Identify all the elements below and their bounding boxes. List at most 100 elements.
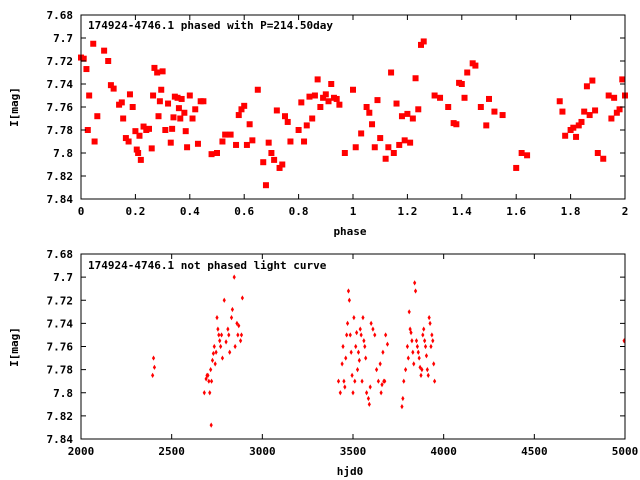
phased-data-point <box>611 94 618 101</box>
raw-data-point <box>345 320 350 326</box>
phased-data-point <box>279 161 286 168</box>
phased-data-point <box>167 139 174 146</box>
phased-y-tick-label: 7.7 <box>53 32 73 45</box>
phased-x-tick-label: 1.8 <box>561 205 581 218</box>
raw-data-point <box>206 372 210 379</box>
phased-data-point <box>513 164 520 171</box>
raw-data-point <box>378 361 382 367</box>
raw-data-point <box>345 332 349 338</box>
phased-data-point <box>388 69 395 76</box>
raw-data-point <box>425 367 429 373</box>
phased-panel: 0 0.2 0.4 0.6 0.8 1 1.2 1.4 1.6 1.8 2 7.687.77.727… <box>8 9 628 238</box>
phased-data-point <box>175 105 182 112</box>
phased-data-point <box>90 40 97 47</box>
phased-data-point <box>214 150 220 156</box>
phased-data-point <box>137 156 144 163</box>
phased-data-point <box>594 150 601 156</box>
phased-data-point <box>120 115 127 122</box>
phased-y-ticks: 7.68 7.7 7.72 7.74 7.76 7.78 7.8 7.82 7.84 <box>47 9 625 206</box>
raw-data-point <box>235 320 239 326</box>
phased-y-tick-label: 7.74 <box>47 78 74 91</box>
phased-data-point <box>412 75 419 82</box>
phased-data-point <box>219 138 226 145</box>
raw-x-tick: 2000 <box>68 254 94 458</box>
phased-data-point <box>322 91 329 98</box>
phased-x-tick-label: 0.4 <box>180 205 200 218</box>
raw-data-point <box>379 390 383 396</box>
raw-data-point <box>368 384 372 390</box>
raw-data-point <box>362 338 366 344</box>
phased-data-point <box>222 131 229 138</box>
raw-data-point <box>210 357 215 363</box>
raw-data-point <box>401 395 405 402</box>
raw-y-tick-label: 7.72 <box>47 294 74 307</box>
phased-x-tick: 0.4 <box>180 15 200 218</box>
raw-data-point <box>348 332 352 338</box>
phased-data-point <box>110 85 117 92</box>
raw-data-point <box>355 330 359 336</box>
phased-data-point <box>562 132 569 139</box>
phased-data-point <box>189 115 196 122</box>
raw-y-tick-label: 7.76 <box>47 341 74 354</box>
phased-data-point <box>583 83 590 90</box>
raw-data-point <box>358 326 362 332</box>
phased-y-tick-label: 7.68 <box>47 9 74 22</box>
phased-data-point <box>608 115 615 122</box>
phased-data-point <box>333 95 340 102</box>
phased-data-point <box>409 115 416 122</box>
phased-data-point <box>350 86 356 93</box>
phased-data-point <box>273 107 280 114</box>
phased-data-point <box>178 95 185 102</box>
phased-data-point <box>105 58 112 64</box>
raw-y-tick: 7.8 <box>53 387 625 400</box>
phased-data-point <box>184 144 191 151</box>
raw-x-axis-label: hjd0 <box>337 465 364 478</box>
phased-data-point <box>132 128 139 135</box>
raw-y-tick-label: 7.74 <box>47 317 74 330</box>
phased-data-point <box>246 121 253 128</box>
raw-x-tick-label: 5000 <box>612 445 639 458</box>
raw-data-point <box>341 343 345 350</box>
raw-data-point <box>376 378 380 384</box>
raw-y-tick-label: 7.7 <box>53 271 73 284</box>
phased-x-axis-label: phase <box>333 225 366 238</box>
raw-data-point <box>222 297 226 303</box>
phased-data-point <box>586 112 593 119</box>
raw-y-tick: 7.76 <box>47 341 625 354</box>
phased-data-point <box>472 62 479 69</box>
phased-x-tick-label: 1.2 <box>397 205 417 218</box>
phased-data-point <box>371 144 378 151</box>
raw-y-ticks: 7.68 7.7 7.72 7.74 7.76 7.78 7.8 7.82 7.84 <box>47 248 625 446</box>
raw-x-tick: 4500 <box>521 254 548 458</box>
raw-data-point <box>218 338 222 344</box>
raw-data-point <box>351 390 355 396</box>
raw-data-point <box>433 378 437 384</box>
phased-data-point <box>336 101 343 108</box>
phased-data-point <box>186 92 193 99</box>
phased-data-point <box>174 94 181 101</box>
raw-data-point <box>367 401 371 407</box>
phased-y-tick-label: 7.72 <box>47 55 74 68</box>
raw-data-point <box>344 355 348 361</box>
raw-data-point <box>226 326 230 332</box>
phased-data-point <box>398 113 405 120</box>
raw-data-point <box>355 367 360 373</box>
phased-data-point <box>151 64 158 71</box>
phased-data-point <box>208 151 215 158</box>
phased-data-point <box>262 182 269 189</box>
phased-data-point <box>177 115 184 122</box>
phased-y-tick: 7.82 <box>47 170 625 183</box>
raw-y-tick: 7.74 <box>47 317 625 330</box>
phased-data-point <box>303 122 310 129</box>
raw-y-tick: 7.82 <box>47 410 625 423</box>
phased-data-point <box>390 150 397 156</box>
raw-data-point <box>356 349 361 355</box>
raw-x-tick-label: 4500 <box>521 445 548 458</box>
raw-x-tick-label: 4000 <box>430 445 457 458</box>
phased-x-tick: 0.8 <box>289 15 309 218</box>
phased-x-tick: 0.6 <box>234 15 255 218</box>
raw-points <box>151 274 626 428</box>
phased-data-point <box>358 130 365 137</box>
raw-x-tick: 5000 <box>612 254 639 458</box>
raw-data-point <box>360 378 364 384</box>
